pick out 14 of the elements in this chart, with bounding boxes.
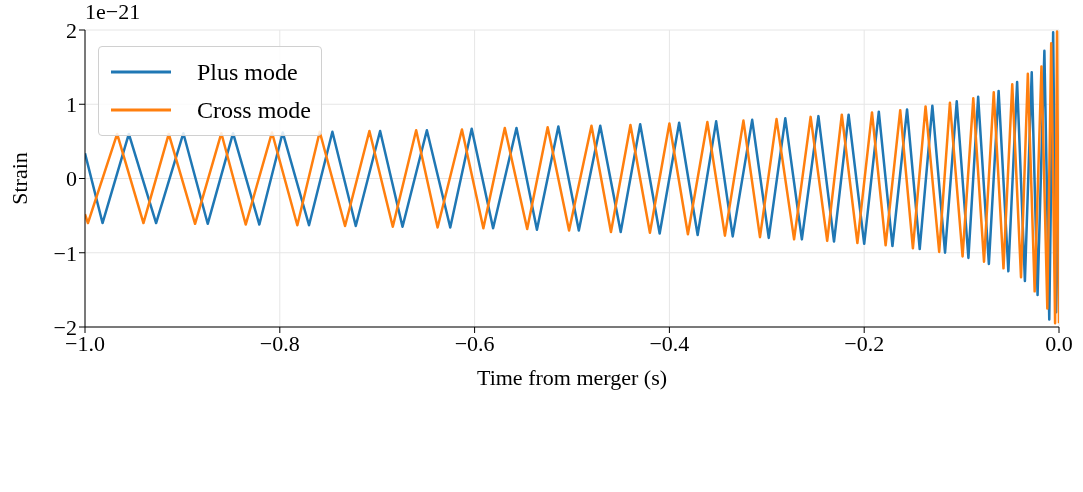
x-tick-label: −0.2 xyxy=(844,330,885,356)
x-axis-title: Time from merger (s) xyxy=(476,365,668,390)
y-tick-label: −1 xyxy=(53,240,77,266)
x-tick-label: −0.4 xyxy=(649,330,690,356)
legend-label: Plus mode xyxy=(197,58,298,86)
y-tick-label: 1 xyxy=(66,92,77,118)
legend-label: Cross mode xyxy=(197,96,311,124)
x-tick-label: −0.6 xyxy=(454,330,495,356)
x-tick-label: 0.0 xyxy=(1045,330,1073,356)
y-axis-title: Strain xyxy=(6,152,32,205)
y-tick-label: 2 xyxy=(66,17,77,43)
y-tick-label: 0 xyxy=(66,166,77,192)
x-tick-label: −0.8 xyxy=(259,330,300,356)
text: 1e−21 xyxy=(85,0,141,25)
